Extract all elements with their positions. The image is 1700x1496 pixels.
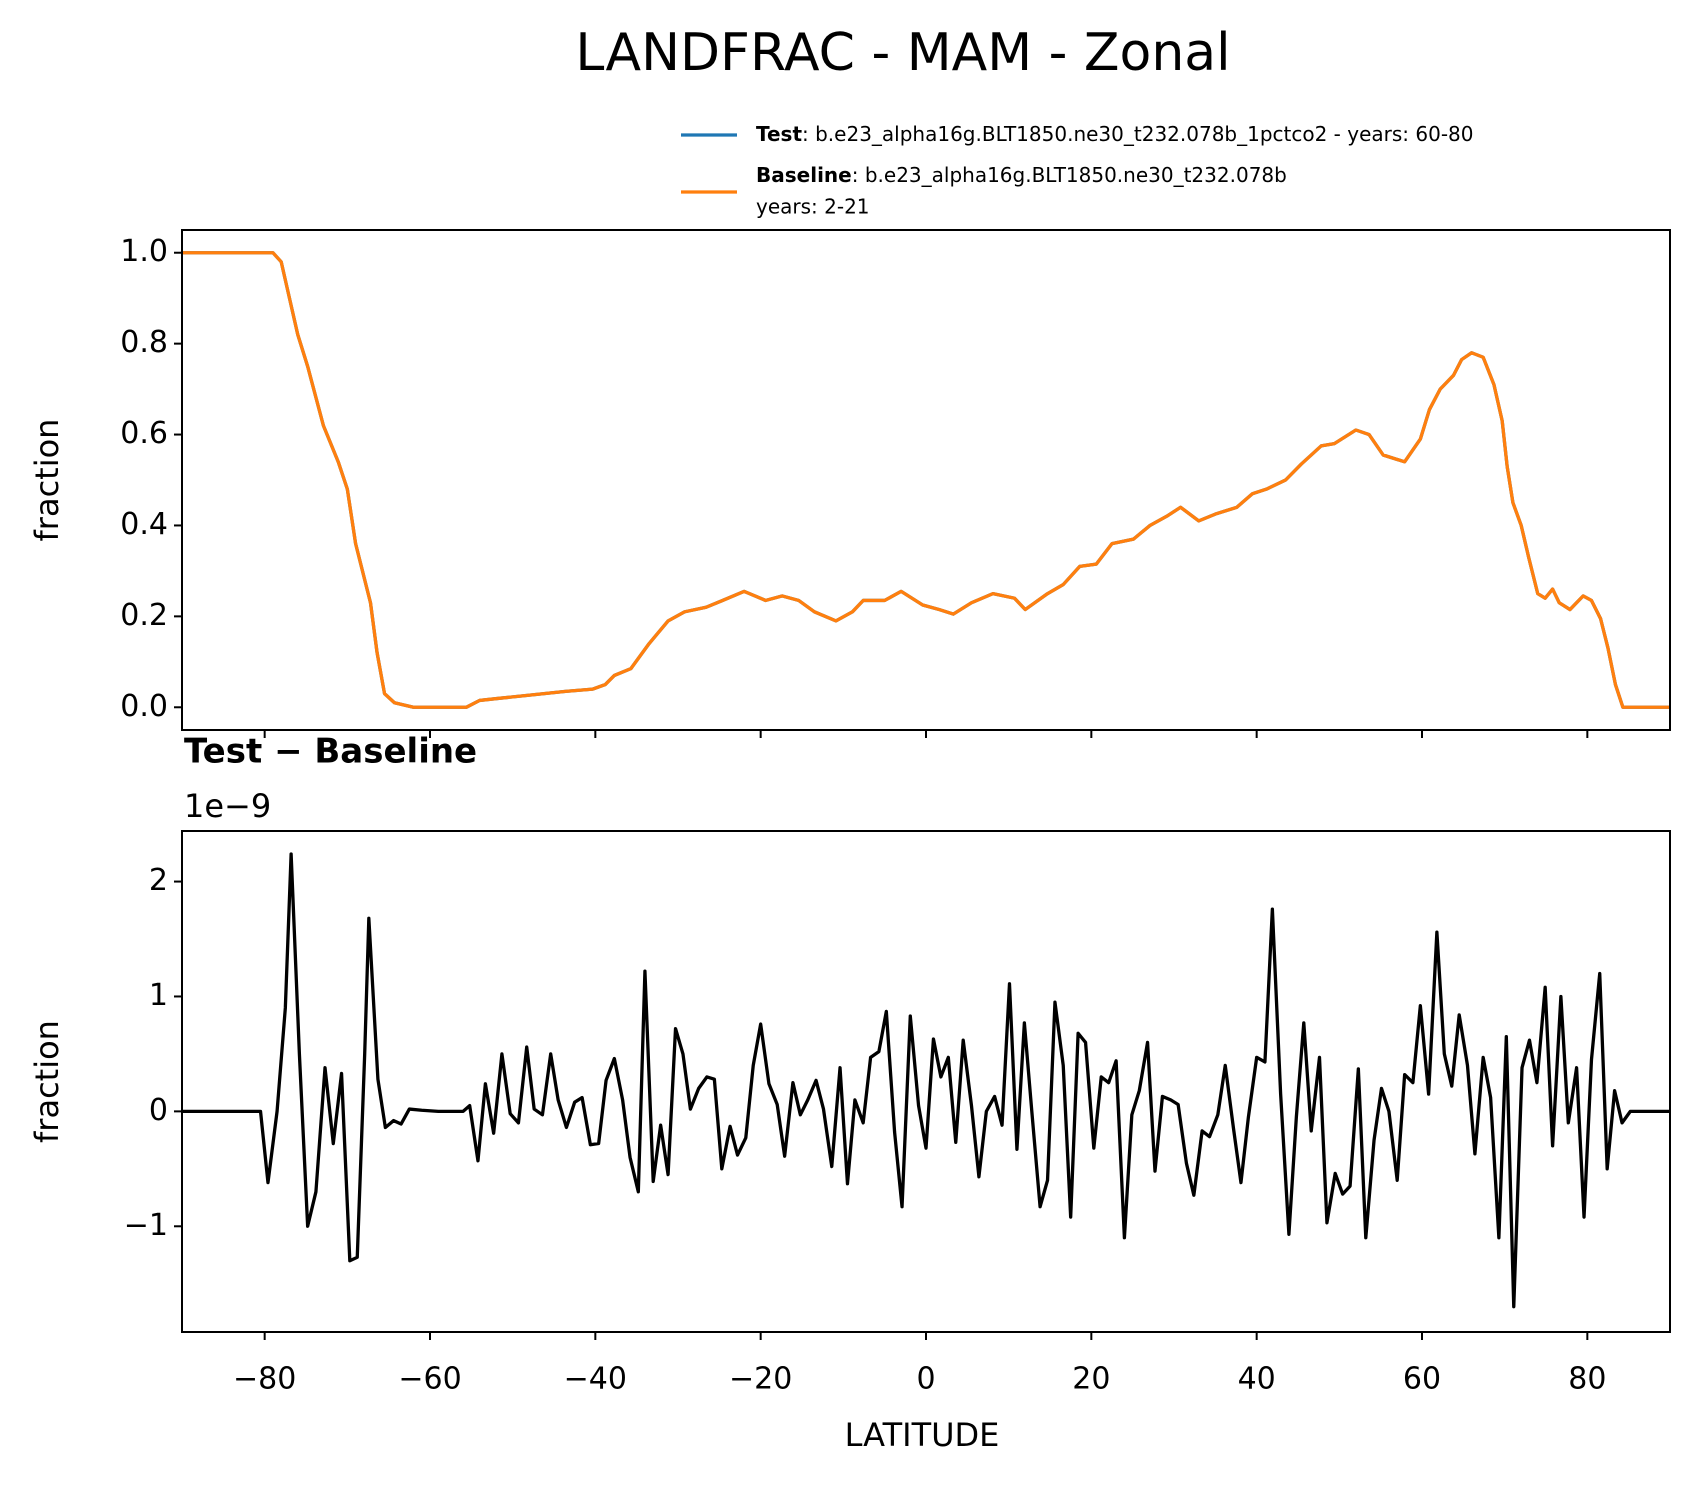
x-tick-label: 80 — [1568, 1362, 1606, 1397]
panel-title: Test − Baseline — [184, 732, 477, 772]
y-tick-label: 0 — [149, 1093, 168, 1128]
y-tick-label: 1.0 — [120, 234, 168, 269]
x-axis-label: LATITUDE — [845, 1416, 1000, 1454]
legend-label: Baseline: b.e23_alpha16g.BLT1850.ne30_t2… — [756, 163, 1287, 187]
y-axis-label: fraction — [28, 1020, 66, 1143]
y-tick-label: 0.0 — [120, 689, 168, 724]
x-tick-label: −60 — [398, 1362, 461, 1397]
y-tick-label: 0.2 — [120, 598, 168, 633]
axes-frame — [181, 229, 1671, 731]
data-line — [182, 251, 1670, 709]
y-tick-label: 2 — [149, 863, 168, 898]
offset-text: 1e−9 — [184, 787, 271, 825]
y-axis-label: fraction — [28, 419, 66, 542]
legend-label: Test: b.e23_alpha16g.BLT1850.ne30_t232.0… — [756, 122, 1474, 146]
axes-frame — [181, 830, 1671, 1333]
legend-description: : b.e23_alpha16g.BLT1850.ne30_t232.078b_… — [802, 122, 1474, 146]
y-tick-label: 0.4 — [120, 507, 168, 542]
y-tick-label: 1 — [149, 978, 168, 1013]
legend-name: Test — [756, 122, 802, 146]
x-tick-label: −20 — [729, 1362, 792, 1397]
legend-name: Baseline — [756, 163, 852, 187]
x-tick-label: 20 — [1072, 1362, 1110, 1397]
legend-description: years: 2-21 — [756, 195, 870, 219]
x-tick-label: 60 — [1403, 1362, 1441, 1397]
x-tick-label: 40 — [1238, 1362, 1276, 1397]
y-tick-label: 0.6 — [120, 416, 168, 451]
y-tick-label: 0.8 — [120, 325, 168, 360]
x-tick-label: −40 — [564, 1362, 627, 1397]
y-tick-label: −1 — [124, 1208, 168, 1243]
data-line — [182, 852, 1670, 1309]
figure-title: LANDFRAC - MAM - Zonal — [575, 23, 1230, 83]
x-tick-label: 0 — [916, 1362, 935, 1397]
legend-description: : b.e23_alpha16g.BLT1850.ne30_t232.078b — [852, 163, 1287, 187]
x-tick-label: −80 — [233, 1362, 296, 1397]
